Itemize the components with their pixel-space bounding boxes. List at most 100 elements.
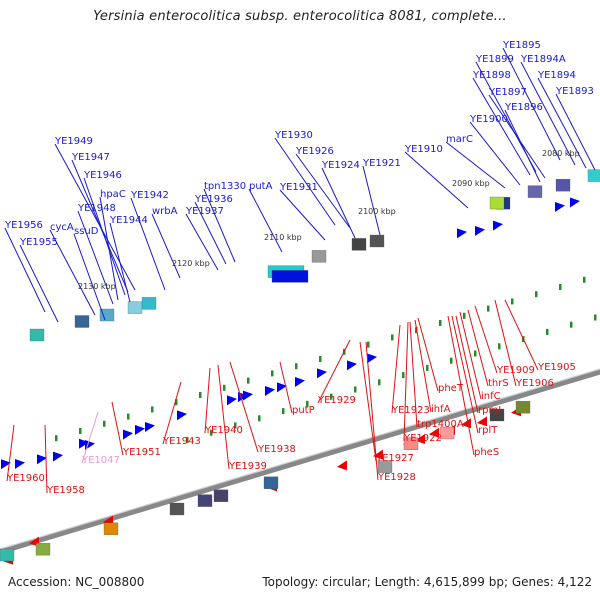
reverse-gene-label[interactable]: putP	[292, 405, 315, 416]
forward-gene-label[interactable]: marC	[446, 134, 473, 145]
forward-gene-label[interactable]: YE1896	[504, 102, 543, 113]
forward-gene-arrow[interactable]	[295, 377, 305, 387]
forward-gene-arrow[interactable]	[367, 353, 377, 364]
gene-block[interactable]	[263, 476, 279, 489]
reverse-gene-label[interactable]: ihfA	[431, 404, 451, 415]
forward-gene-label[interactable]: YE1948	[77, 203, 116, 214]
reverse-gene-label[interactable]: trp1400A	[417, 419, 464, 430]
gene-block[interactable]	[439, 426, 455, 440]
reverse-gene-label[interactable]: YE1943	[162, 436, 201, 447]
gene-block[interactable]	[489, 196, 505, 210]
gene-block[interactable]	[35, 543, 51, 556]
reverse-gene-label[interactable]: thrS	[488, 378, 509, 389]
reverse-gene-label[interactable]: YE1960	[6, 473, 45, 484]
reverse-gene-label[interactable]: YE1929	[317, 395, 356, 406]
forward-gene-label[interactable]: YE1894	[537, 70, 576, 81]
reverse-gene-arrow[interactable]	[477, 416, 487, 427]
forward-gene-arrow[interactable]	[85, 440, 95, 450]
forward-gene-arrow[interactable]	[79, 438, 89, 449]
forward-gene-label[interactable]: YE1947	[71, 152, 110, 163]
reverse-gene-label[interactable]: YE1927	[375, 453, 414, 464]
forward-gene-arrow[interactable]	[227, 395, 237, 406]
forward-gene-label[interactable]: YE1937	[185, 206, 224, 217]
reverse-gene-label[interactable]: infC	[481, 391, 501, 402]
forward-gene-label[interactable]: YE1942	[130, 190, 169, 201]
gene-block[interactable]	[213, 489, 229, 502]
gene-block[interactable]	[197, 494, 213, 507]
forward-gene-arrow[interactable]	[475, 226, 485, 236]
reverse-gene-label[interactable]: pheT	[438, 383, 464, 394]
reverse-gene-label[interactable]: YE1939	[228, 461, 267, 472]
forward-gene-label[interactable]: YE1955	[19, 237, 58, 248]
forward-gene-label[interactable]: YE1895	[502, 40, 541, 51]
forward-gene-arrow[interactable]	[145, 422, 155, 432]
forward-gene-arrow[interactable]	[457, 228, 467, 239]
reverse-gene-label[interactable]: YE1906	[515, 378, 554, 389]
reverse-gene-label[interactable]: YE1923	[391, 405, 430, 416]
gene-block[interactable]	[103, 522, 119, 535]
gene-block[interactable]	[369, 234, 385, 248]
gene-block[interactable]	[527, 185, 543, 198]
reverse-gene-label[interactable]: YE1047	[81, 455, 120, 466]
gene-block[interactable]	[311, 250, 327, 263]
reverse-gene-arrow[interactable]	[373, 449, 383, 460]
forward-gene-label[interactable]: putA	[249, 181, 273, 192]
forward-gene-label[interactable]: YE1944	[109, 215, 148, 226]
forward-gene-arrow[interactable]	[277, 382, 287, 393]
gene-block[interactable]	[74, 315, 90, 328]
gene-block[interactable]	[351, 238, 367, 251]
gene-block[interactable]	[403, 437, 419, 450]
forward-gene-arrow[interactable]	[123, 429, 133, 440]
reverse-gene-arrow[interactable]	[429, 427, 439, 438]
gene-block[interactable]	[555, 179, 571, 192]
forward-gene-arrow[interactable]	[15, 459, 25, 469]
forward-gene-label[interactable]: wrbA	[152, 206, 178, 217]
gene-block[interactable]	[489, 408, 505, 422]
forward-gene-arrow[interactable]	[1, 459, 11, 470]
reverse-gene-arrow[interactable]	[415, 434, 425, 444]
reverse-gene-label[interactable]: YE1940	[204, 425, 243, 436]
forward-gene-arrow[interactable]	[570, 197, 580, 208]
gene-block[interactable]	[377, 460, 393, 473]
reverse-gene-label[interactable]: YE1938	[257, 444, 296, 455]
forward-gene-arrow[interactable]	[347, 360, 357, 371]
reverse-gene-label[interactable]: YE1958	[46, 485, 85, 496]
reverse-gene-label[interactable]: YE1922	[403, 433, 442, 444]
forward-gene-arrow[interactable]	[53, 451, 63, 462]
forward-gene-label[interactable]: YE1893	[555, 86, 594, 97]
reverse-gene-label[interactable]: YE1951	[122, 447, 161, 458]
reverse-gene-label[interactable]: YE1905	[537, 362, 576, 373]
gene-block[interactable]	[515, 401, 531, 414]
reverse-gene-label[interactable]: YE1928	[377, 472, 416, 483]
forward-gene-label[interactable]: YE1930	[274, 130, 313, 141]
forward-gene-label[interactable]: YE1926	[295, 146, 334, 157]
forward-gene-label[interactable]: tpn1330	[204, 181, 246, 192]
gene-block[interactable]	[141, 297, 157, 310]
forward-gene-arrow[interactable]	[135, 425, 145, 435]
forward-gene-arrow[interactable]	[265, 386, 275, 396]
reverse-gene-label[interactable]: rpmI	[478, 405, 501, 416]
forward-gene-arrow[interactable]	[177, 410, 187, 421]
forward-gene-arrow[interactable]	[243, 390, 253, 401]
forward-gene-label[interactable]: YE1894A	[520, 54, 566, 65]
gene-block[interactable]	[99, 308, 115, 322]
gene-block[interactable]	[587, 169, 600, 182]
forward-gene-label[interactable]: YE1897	[488, 87, 527, 98]
forward-gene-arrow[interactable]	[317, 368, 327, 379]
forward-gene-label[interactable]: YE1898	[472, 70, 511, 81]
forward-gene-arrow[interactable]	[555, 202, 565, 212]
reverse-gene-label[interactable]: rplT	[478, 425, 498, 436]
forward-gene-label[interactable]: YE1921	[362, 158, 401, 169]
gene-block[interactable]	[169, 502, 185, 516]
gene-labels[interactable]: YE1895 YE1894A YE1899 YE1894 YE1898 YE1897 YE1…	[4, 40, 594, 496]
forward-gene-label[interactable]: YE1936	[194, 194, 233, 205]
forward-gene-label[interactable]: cycA	[50, 222, 74, 233]
forward-gene-label[interactable]: YE1949	[54, 136, 93, 147]
gene-block[interactable]	[127, 301, 143, 314]
forward-gene-arrow[interactable]	[37, 454, 47, 465]
forward-gene-label[interactable]: YE1956	[4, 220, 43, 231]
forward-gene-label[interactable]: YE1946	[83, 170, 122, 181]
forward-gene-label[interactable]: YE1900	[469, 114, 508, 125]
reverse-gene-label[interactable]: pheS	[474, 447, 499, 458]
forward-gene-label[interactable]: YE1931	[279, 182, 318, 193]
